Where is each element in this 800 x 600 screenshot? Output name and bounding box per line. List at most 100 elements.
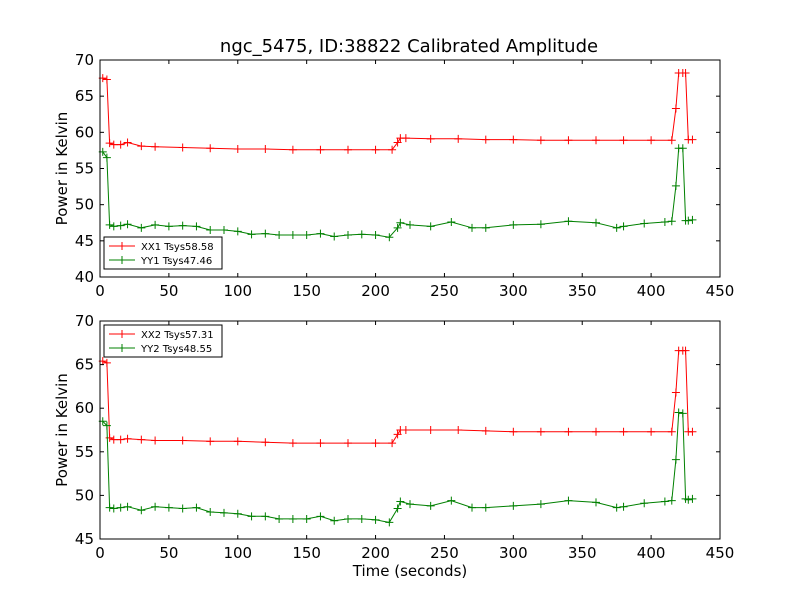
plot-panel-2: 0 50 100 150 200 250 300 350 400 450 45 50 55 60 65 70 P… xyxy=(53,312,734,580)
data-point xyxy=(667,496,676,505)
data-point xyxy=(357,230,366,239)
series-line-1-1 xyxy=(102,72,693,151)
data-point xyxy=(288,439,297,448)
data-point xyxy=(371,145,380,154)
data-point xyxy=(667,136,676,145)
data-point xyxy=(116,503,125,512)
legend-label: YY1 Tsys47.46 xyxy=(140,256,212,267)
legend-box xyxy=(103,324,223,358)
data-point xyxy=(330,516,339,525)
data-point xyxy=(612,503,621,512)
data-point xyxy=(288,514,297,523)
data-point xyxy=(109,504,118,513)
data-point xyxy=(330,232,339,241)
data-point xyxy=(688,215,697,224)
y-tick-label: 65 xyxy=(75,356,94,374)
data-point xyxy=(109,222,118,231)
data-point xyxy=(116,140,125,149)
data-point xyxy=(344,514,352,523)
data-point xyxy=(426,134,435,143)
data-point xyxy=(137,435,146,444)
plot-frame-2 xyxy=(99,320,721,540)
data-point xyxy=(684,495,693,504)
y-tick-label: 50 xyxy=(75,486,94,504)
data-point xyxy=(688,427,697,436)
data-point xyxy=(275,514,284,523)
data-point xyxy=(344,439,352,448)
data-point xyxy=(371,515,380,524)
data-point xyxy=(667,217,676,226)
data-point xyxy=(116,435,125,444)
data-point xyxy=(684,216,693,225)
data-point xyxy=(137,223,146,232)
data-point xyxy=(102,358,111,367)
x-tick-label: 300 xyxy=(499,544,528,562)
data-point xyxy=(592,498,600,507)
legend-box xyxy=(103,236,223,270)
data-point xyxy=(426,426,435,434)
data-point xyxy=(619,502,628,511)
data-point xyxy=(316,439,325,448)
data-point xyxy=(137,506,146,515)
data-point xyxy=(261,229,270,238)
y-tick-label: 65 xyxy=(75,87,94,105)
x-tick-label: 100 xyxy=(223,544,252,562)
y-tick-label: 70 xyxy=(75,51,94,69)
chart-title: ngc_5475, ID:38822 Calibrated Amplitude xyxy=(220,36,598,57)
data-point xyxy=(102,421,111,430)
y-tick-label: 50 xyxy=(75,196,94,214)
data-point xyxy=(302,514,311,523)
data-point xyxy=(564,496,573,505)
data-point xyxy=(206,225,215,234)
data-point xyxy=(426,501,435,510)
x-tick-label: 50 xyxy=(159,282,178,300)
data-point xyxy=(261,438,270,447)
data-point xyxy=(671,455,680,464)
data-point xyxy=(371,439,380,448)
data-point xyxy=(288,145,297,154)
data-point xyxy=(619,136,628,145)
data-point xyxy=(151,502,160,511)
y-tick-label: 60 xyxy=(75,123,94,141)
data-point xyxy=(619,427,628,436)
data-point xyxy=(509,501,518,510)
data-point xyxy=(481,503,490,512)
data-point xyxy=(102,153,111,162)
data-point xyxy=(261,144,270,153)
data-point xyxy=(401,426,410,434)
data-point xyxy=(481,223,490,232)
data-point xyxy=(454,134,463,143)
x-tick-label: 450 xyxy=(706,282,735,300)
data-point xyxy=(344,231,352,240)
legend-marker xyxy=(118,256,126,264)
x-tick-label: 150 xyxy=(292,544,321,562)
y-tick-label: 40 xyxy=(75,268,94,286)
data-point xyxy=(396,218,405,227)
x-tick-label: 400 xyxy=(637,282,666,300)
data-point xyxy=(178,143,187,152)
data-point xyxy=(261,512,270,521)
x-tick-label: 0 xyxy=(95,544,105,562)
data-point xyxy=(178,221,187,230)
data-point xyxy=(447,218,456,227)
data-point xyxy=(671,104,680,113)
data-point xyxy=(385,233,394,242)
data-point xyxy=(151,142,160,151)
data-point xyxy=(233,144,242,153)
data-point xyxy=(116,221,125,230)
x-tick-label: 50 xyxy=(159,544,178,562)
data-point xyxy=(468,503,476,512)
y-tick-label: 70 xyxy=(75,312,94,330)
legend-label: XX1 Tsys58.58 xyxy=(141,242,214,253)
data-point xyxy=(660,218,669,227)
x-tick-label: 150 xyxy=(292,282,321,300)
data-point xyxy=(481,135,490,144)
data-point xyxy=(105,503,114,512)
data-point xyxy=(123,138,132,147)
y-axis-label: Power in Kelvin xyxy=(53,373,71,487)
data-point xyxy=(674,408,683,417)
legend-1: XX1 Tsys58.58 YY1 Tsys47.46 xyxy=(103,236,223,270)
data-point xyxy=(247,512,256,521)
